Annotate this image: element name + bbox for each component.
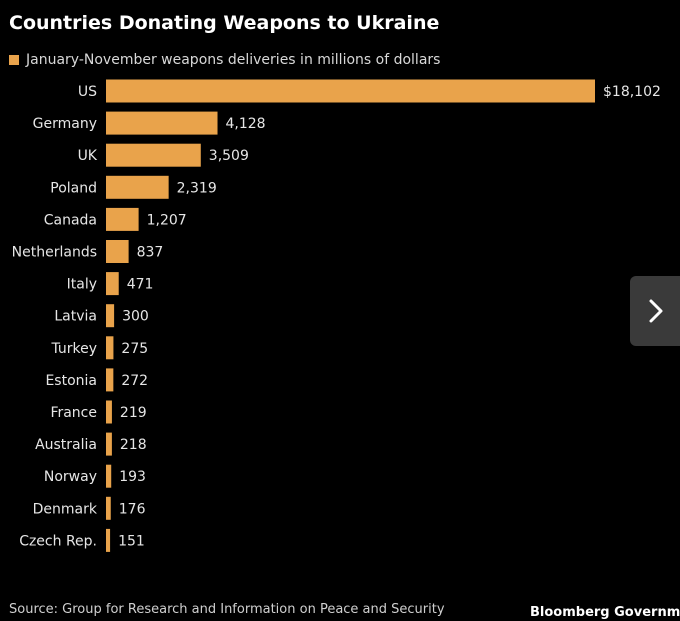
bar — [106, 272, 119, 296]
value-label: 300 — [122, 309, 149, 325]
bar — [106, 368, 114, 392]
bar — [106, 400, 112, 424]
category-label: France — [50, 405, 97, 421]
category-label: Australia — [35, 437, 97, 453]
bar — [106, 143, 201, 167]
value-label: 218 — [120, 437, 147, 453]
bar — [106, 304, 115, 328]
bar — [106, 207, 139, 231]
value-label: 193 — [119, 469, 146, 485]
value-label: 219 — [120, 405, 147, 421]
source-note: Source: Group for Research and Informati… — [9, 602, 445, 617]
value-label: 471 — [127, 277, 154, 293]
bar — [106, 79, 595, 103]
category-label: Denmark — [33, 501, 98, 517]
legend: January-November weapons deliveries in m… — [9, 52, 440, 68]
value-label: 1,207 — [147, 212, 187, 228]
category-label: Czech Rep. — [19, 533, 97, 549]
category-label: Netherlands — [12, 245, 97, 261]
category-label: Latvia — [54, 309, 97, 325]
category-label: UK — [78, 148, 98, 164]
category-label: Germany — [33, 116, 97, 132]
bar — [106, 432, 112, 456]
bar — [106, 175, 169, 199]
bar — [106, 496, 111, 520]
value-label: 837 — [137, 245, 164, 261]
category-label: US — [78, 84, 97, 100]
category-label: Norway — [44, 469, 97, 485]
category-label: Poland — [50, 180, 97, 196]
value-label: 4,128 — [226, 116, 266, 132]
bar — [106, 111, 218, 135]
value-label: 176 — [119, 501, 146, 517]
legend-swatch — [9, 55, 19, 65]
chart-title: Countries Donating Weapons to Ukraine — [9, 12, 440, 34]
value-label: 272 — [121, 373, 148, 389]
bar-chart: US $18,102 Germany 4,128 UK 3,509 Poland 2,319 C… — [12, 79, 661, 552]
category-label: Canada — [44, 212, 97, 228]
brand-logo: Bloomberg Government — [530, 605, 680, 620]
category-label: Turkey — [50, 341, 97, 357]
bar — [106, 464, 112, 488]
category-label: Estonia — [45, 373, 97, 389]
chevron-right-icon — [649, 299, 663, 323]
bar — [106, 240, 129, 263]
bar — [106, 528, 111, 552]
bar — [106, 336, 114, 360]
value-label: 275 — [121, 341, 148, 357]
legend-label: January-November weapons deliveries in m… — [26, 52, 441, 68]
value-label: 2,319 — [177, 180, 217, 196]
value-label: 3,509 — [209, 148, 249, 164]
value-label: 151 — [118, 533, 145, 549]
category-label: Italy — [67, 277, 97, 293]
next-button[interactable] — [630, 276, 680, 346]
value-label: $18,102 — [603, 84, 661, 100]
